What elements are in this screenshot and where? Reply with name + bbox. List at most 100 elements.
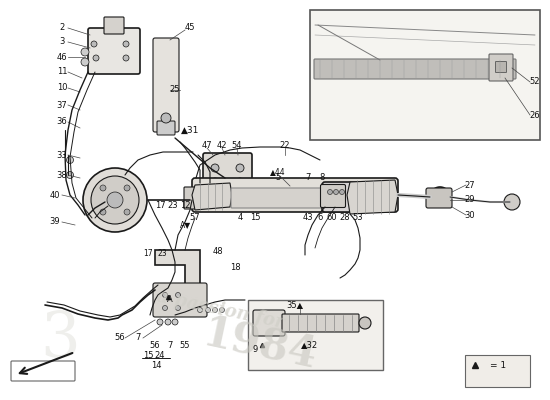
Text: 39: 39 <box>50 218 60 226</box>
FancyBboxPatch shape <box>248 300 383 370</box>
Text: 1984: 1984 <box>199 312 321 378</box>
Circle shape <box>67 156 74 164</box>
Text: 37: 37 <box>57 100 67 110</box>
Text: 45: 45 <box>185 24 195 32</box>
Text: 7: 7 <box>135 334 141 342</box>
Circle shape <box>339 190 344 194</box>
Text: 25: 25 <box>170 86 180 94</box>
Circle shape <box>123 55 129 61</box>
Circle shape <box>430 187 450 207</box>
FancyBboxPatch shape <box>231 188 323 208</box>
Text: 33: 33 <box>57 150 67 160</box>
FancyBboxPatch shape <box>426 188 452 208</box>
Text: 11: 11 <box>57 68 67 76</box>
Circle shape <box>91 41 97 47</box>
Text: 10: 10 <box>57 84 67 92</box>
Text: 29: 29 <box>465 196 475 204</box>
Circle shape <box>236 164 244 172</box>
Text: a passion for: a passion for <box>155 288 285 332</box>
Circle shape <box>93 55 99 61</box>
Text: 24: 24 <box>155 350 165 360</box>
Circle shape <box>211 178 219 186</box>
Text: 48: 48 <box>213 248 223 256</box>
Text: 46: 46 <box>57 52 67 62</box>
Text: 7: 7 <box>167 340 173 350</box>
Text: 23: 23 <box>157 248 167 258</box>
Text: 18: 18 <box>230 264 240 272</box>
Circle shape <box>81 48 89 56</box>
Circle shape <box>162 292 168 298</box>
FancyBboxPatch shape <box>322 182 393 212</box>
Circle shape <box>212 308 217 312</box>
FancyBboxPatch shape <box>192 178 398 212</box>
FancyBboxPatch shape <box>282 314 359 332</box>
FancyBboxPatch shape <box>88 28 140 74</box>
Circle shape <box>157 319 163 325</box>
Text: ▲44: ▲44 <box>270 168 286 176</box>
Text: 43: 43 <box>302 214 313 222</box>
FancyBboxPatch shape <box>203 153 252 192</box>
Circle shape <box>197 308 202 312</box>
Text: 12: 12 <box>180 200 190 210</box>
Text: 36: 36 <box>57 118 67 126</box>
FancyBboxPatch shape <box>153 38 179 132</box>
Text: 2: 2 <box>59 24 65 32</box>
Polygon shape <box>155 250 200 290</box>
Text: 60: 60 <box>327 214 337 222</box>
Circle shape <box>504 194 520 210</box>
Text: 57: 57 <box>190 214 200 222</box>
Circle shape <box>172 319 178 325</box>
Circle shape <box>327 190 333 194</box>
Text: 4: 4 <box>238 214 243 222</box>
Circle shape <box>83 168 147 232</box>
Text: 8: 8 <box>320 174 324 182</box>
Circle shape <box>236 178 244 186</box>
Circle shape <box>124 185 130 191</box>
Text: 54: 54 <box>232 140 242 150</box>
Circle shape <box>333 190 338 194</box>
Circle shape <box>206 308 211 312</box>
Circle shape <box>435 192 445 202</box>
Text: 27: 27 <box>465 180 475 190</box>
Circle shape <box>162 306 168 310</box>
Circle shape <box>165 319 171 325</box>
Text: 17: 17 <box>155 200 166 210</box>
Text: 53: 53 <box>353 214 364 222</box>
FancyBboxPatch shape <box>489 54 513 81</box>
FancyBboxPatch shape <box>157 121 175 135</box>
Text: 47: 47 <box>202 140 212 150</box>
FancyBboxPatch shape <box>465 355 530 387</box>
Text: 28: 28 <box>340 214 350 222</box>
Circle shape <box>107 192 123 208</box>
Text: 3: 3 <box>40 310 80 370</box>
Text: 5: 5 <box>276 174 280 182</box>
FancyBboxPatch shape <box>104 17 124 34</box>
Circle shape <box>100 209 106 215</box>
Text: 17: 17 <box>143 248 153 258</box>
FancyBboxPatch shape <box>314 59 516 79</box>
Circle shape <box>124 209 130 215</box>
FancyBboxPatch shape <box>184 187 202 209</box>
Text: ▲31: ▲31 <box>181 126 199 134</box>
FancyBboxPatch shape <box>153 283 207 317</box>
Text: 55: 55 <box>180 340 190 350</box>
Text: 23: 23 <box>168 200 178 210</box>
Text: 30: 30 <box>465 210 475 220</box>
Circle shape <box>67 172 74 178</box>
Text: 15: 15 <box>143 350 153 360</box>
Polygon shape <box>347 180 398 214</box>
Text: 7: 7 <box>305 174 311 182</box>
Text: 42: 42 <box>217 140 227 150</box>
Circle shape <box>211 164 219 172</box>
Circle shape <box>91 176 139 224</box>
FancyBboxPatch shape <box>321 184 345 208</box>
Text: = 1: = 1 <box>490 360 506 370</box>
Text: 15: 15 <box>250 214 260 222</box>
Polygon shape <box>192 183 232 210</box>
Text: 56: 56 <box>150 340 160 350</box>
Circle shape <box>175 306 180 310</box>
Text: A: A <box>167 296 173 304</box>
Circle shape <box>100 185 106 191</box>
Circle shape <box>81 58 89 66</box>
Circle shape <box>175 292 180 298</box>
